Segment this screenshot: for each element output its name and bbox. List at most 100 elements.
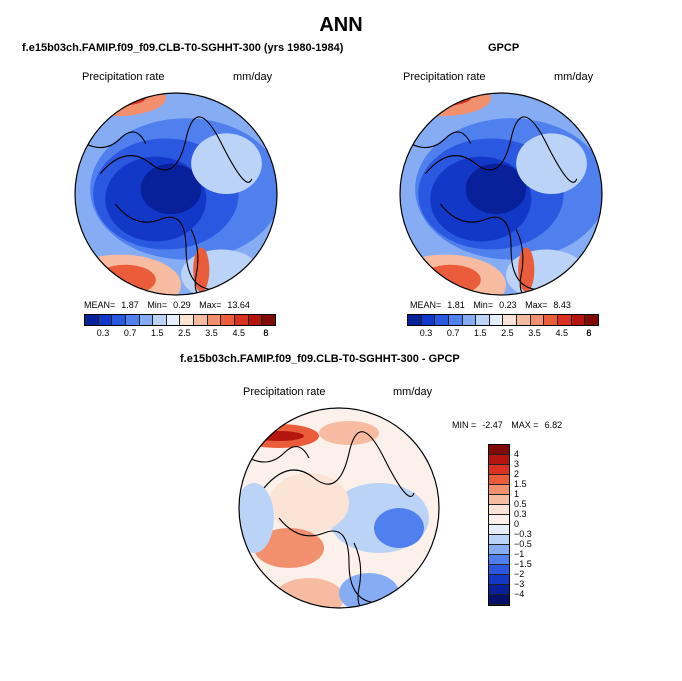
colorbar-tick-label: −1	[514, 549, 525, 559]
min-label: MIN =	[452, 420, 477, 430]
colorbar-tick-label: 8	[586, 328, 592, 338]
colorbar-tick-label: −0.5	[514, 539, 532, 549]
panel-title-gpcp: GPCP	[488, 42, 520, 54]
colorbar-tick-label: 0.7	[446, 328, 460, 338]
colorbar-diff	[488, 444, 510, 606]
colorbar-swatch	[489, 445, 509, 455]
colorbar-swatch	[112, 315, 126, 325]
colorbar-tick-label: 3	[514, 459, 520, 469]
colorbar-tick-label: −3	[514, 579, 525, 589]
colorbar-swatch	[207, 315, 222, 325]
figure-title: ANN	[319, 14, 363, 36]
colorbar-tick-label: 4.5	[232, 328, 245, 338]
variable-label-diff: Precipitation rate	[243, 386, 326, 398]
max-value: 8.43	[553, 300, 571, 310]
colorbar-tick-label: 4	[514, 449, 520, 459]
colorbar-tick-label: 2	[514, 469, 520, 479]
colorbar-tick-label: 0.7	[123, 328, 137, 338]
min-label: Min=	[473, 300, 494, 310]
mean-label: MEAN=	[410, 300, 442, 310]
colorbar-swatch	[544, 315, 559, 325]
colorbar-swatch	[489, 475, 509, 485]
colorbar-swatch	[585, 315, 598, 325]
colorbar-swatch	[180, 315, 195, 325]
colorbar-swatch	[530, 315, 545, 325]
colorbar-tick-label: 3.5	[528, 328, 541, 338]
colorbar-tick-label: 0.3	[514, 509, 527, 519]
colorbar-tick-label: 2.5	[178, 328, 191, 338]
colorbar-swatch	[517, 315, 531, 325]
colorbar-swatch	[153, 315, 167, 325]
colorbar-swatch	[235, 315, 249, 325]
colorbar-swatch	[489, 565, 509, 575]
colorbar-tick-label: 0.3	[419, 328, 433, 338]
colorbar-swatch	[194, 315, 208, 325]
colorbar-swatch	[139, 315, 154, 325]
colorbar-tick-label: 0.3	[96, 328, 110, 338]
colorbar-tick-label: 3.5	[205, 328, 218, 338]
colorbar-gpcp	[407, 314, 599, 326]
colorbar-tick-label: 6	[263, 328, 269, 338]
max-value: 6.82	[544, 420, 563, 430]
colorbar-tick-label: 1.5	[514, 479, 527, 489]
max-value: 13.64	[227, 300, 250, 310]
colorbar-swatch	[489, 515, 509, 525]
colorbar-swatch	[489, 585, 509, 595]
colorbar-swatch	[571, 315, 586, 325]
units-label-gpcp: mm/day	[554, 71, 594, 83]
max-label: MAX =	[511, 420, 539, 430]
colorbar-swatch	[125, 315, 140, 325]
min-value: -2.47	[482, 420, 503, 430]
colorbar-swatch	[435, 315, 449, 325]
colorbar-model	[84, 314, 276, 326]
stats-diff: MIN = -2.47 MAX = 6.82	[452, 420, 568, 430]
colorbar-tick-label: −4	[514, 589, 525, 599]
max-label: Max=	[525, 300, 548, 310]
colorbar-tick-label: 4.5	[555, 328, 568, 338]
stats-gpcp: MEAN= 1.81 Min= 0.23 Max= 8.43	[410, 300, 577, 310]
colorbar-swatch	[489, 505, 509, 515]
colorbar-swatch	[489, 465, 509, 475]
colorbar-swatch	[489, 525, 509, 535]
colorbar-swatch	[408, 315, 422, 325]
stats-model: MEAN= 1.87 Min= 0.29 Max= 13.64	[84, 300, 256, 310]
colorbar-swatch	[489, 455, 509, 465]
colorbar-swatch	[489, 535, 509, 545]
variable-label-gpcp: Precipitation rate	[403, 71, 486, 83]
min-value: 0.29	[173, 300, 191, 310]
colorbar-swatch	[462, 315, 477, 325]
colorbar-tick-label: 0	[514, 519, 520, 529]
panel-title-diff: f.e15b03ch.FAMIP.f09_f09.CLB-T0-SGHHT-30…	[180, 353, 460, 365]
mean-value: 1.81	[447, 300, 465, 310]
min-value: 0.23	[499, 300, 517, 310]
colorbar-swatch	[166, 315, 181, 325]
mean-label: MEAN=	[84, 300, 116, 310]
units-label-model: mm/day	[233, 71, 273, 83]
colorbar-swatch	[448, 315, 463, 325]
colorbar-tick-label: −2	[514, 569, 525, 579]
colorbar-tick-label: 0.5	[514, 499, 527, 509]
colorbar-swatch	[221, 315, 236, 325]
units-label-diff: mm/day	[393, 386, 433, 398]
colorbar-swatch	[421, 315, 436, 325]
colorbar-tick-label: 1.5	[474, 328, 487, 338]
colorbar-swatch	[489, 555, 509, 565]
colorbar-tick-label: 6	[586, 328, 592, 338]
mean-value: 1.87	[121, 300, 139, 310]
colorbar-swatch	[489, 545, 509, 555]
colorbar-tick-label: −0.3	[514, 529, 532, 539]
colorbar-swatch	[503, 315, 518, 325]
colorbar-swatch	[98, 315, 113, 325]
colorbar-swatch	[85, 315, 99, 325]
min-label: Min=	[147, 300, 168, 310]
colorbar-tick-label: 2.5	[501, 328, 514, 338]
panel-title-model: f.e15b03ch.FAMIP.f09_f09.CLB-T0-SGHHT-30…	[22, 42, 344, 54]
colorbar-swatch	[489, 575, 509, 585]
colorbar-swatch	[489, 495, 509, 505]
colorbar-swatch	[476, 315, 490, 325]
colorbar-swatch	[489, 595, 509, 605]
colorbar-swatch	[489, 315, 504, 325]
